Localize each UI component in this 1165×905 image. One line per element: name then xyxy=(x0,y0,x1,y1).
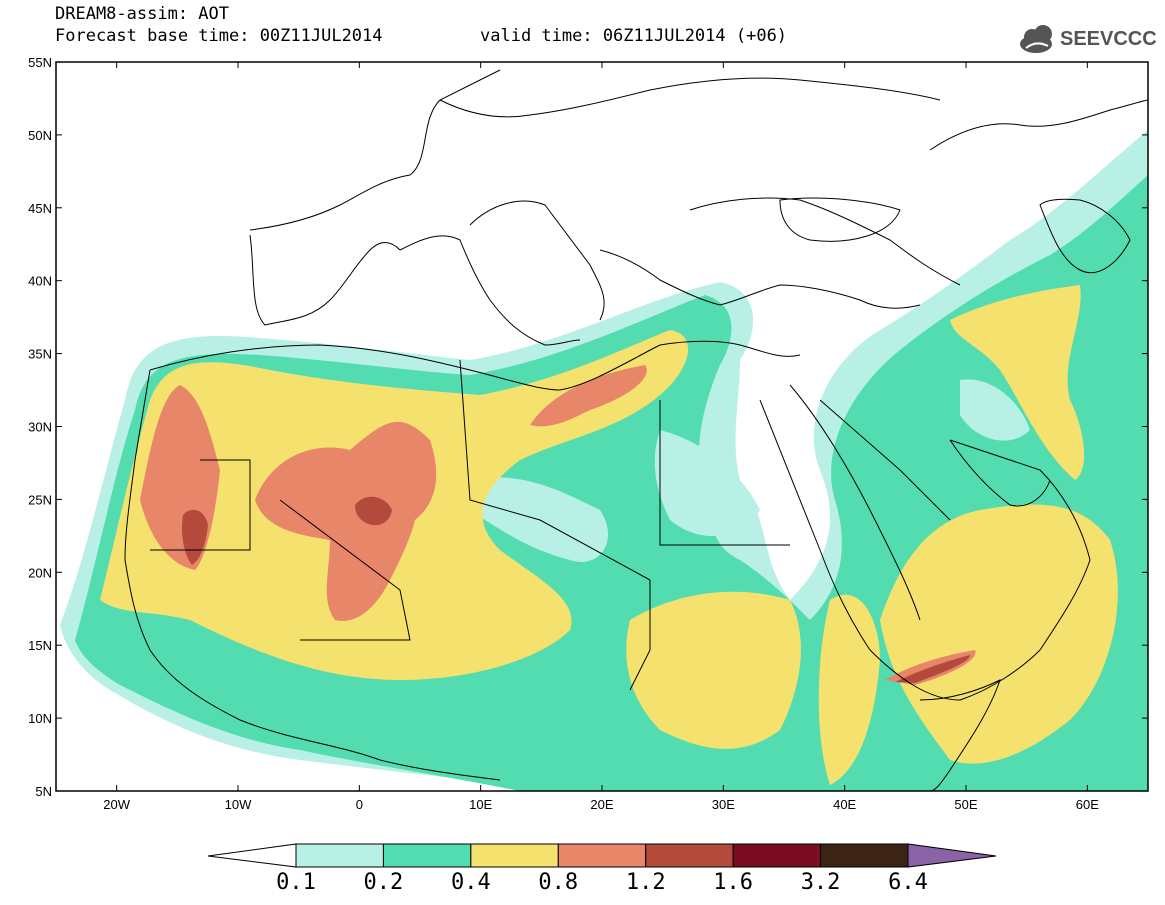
lat-label: 15N xyxy=(28,638,52,653)
lat-label: 40N xyxy=(28,274,52,289)
colorbar-label: 6.4 xyxy=(888,870,928,895)
chart-title: DREAM8-assim: AOT xyxy=(55,4,229,24)
lat-label: 10N xyxy=(28,711,52,726)
colorbar-box xyxy=(820,843,909,868)
lat-label: 5N xyxy=(35,784,52,799)
aot-band-0.4 xyxy=(950,285,1085,480)
logo xyxy=(1020,25,1052,53)
colorbar-box xyxy=(557,843,647,868)
lon-label: 10E xyxy=(469,797,492,812)
colorbar-label: 1.6 xyxy=(713,870,754,895)
lat-label: 25N xyxy=(28,492,52,507)
coastlines-and-borders xyxy=(124,69,1148,791)
colorbar-label: 0.4 xyxy=(450,870,491,895)
lon-label: 20W xyxy=(103,797,130,812)
lat-label: 50N xyxy=(28,128,52,143)
lon-label: 20E xyxy=(590,797,613,812)
lon-label: 0 xyxy=(356,797,363,812)
colorbar-over-triangle xyxy=(907,843,997,868)
lat-label: 30N xyxy=(28,420,52,435)
cloud-icon xyxy=(1020,25,1052,53)
aot-band-0.4 xyxy=(626,591,801,749)
aot-band-0.8 xyxy=(530,365,647,427)
lon-label: 50E xyxy=(954,797,977,812)
aot-band-1.2 xyxy=(895,655,970,683)
colorbar-label: 0.2 xyxy=(363,870,404,895)
colorbar-box xyxy=(295,843,384,868)
colorbar-under-triangle xyxy=(207,843,297,868)
colorbar-label: 1.2 xyxy=(625,870,666,895)
lat-label: 35N xyxy=(28,347,52,362)
lon-label: 60E xyxy=(1076,797,1099,812)
lat-label: 55N xyxy=(28,55,52,70)
aot-patch-0.1 xyxy=(960,379,1030,441)
lon-label: 10W xyxy=(225,797,252,812)
colorbar-box xyxy=(382,843,472,868)
aot-band-1.2 xyxy=(182,509,208,565)
aot-fields xyxy=(60,130,1148,791)
aot-patch-0.1 xyxy=(654,430,760,537)
colorbar-box xyxy=(470,843,559,868)
lon-label: 30E xyxy=(712,797,735,812)
colorbar-box xyxy=(732,843,822,868)
valid-time: valid time: 06Z11JUL2014 (+06) xyxy=(480,26,788,46)
colorbar-box xyxy=(645,843,734,868)
colorbar-label: 0.8 xyxy=(538,870,579,895)
latitude-axis: 55N 50N 45N 40N 35N 30N 25N 20N 15N 10N 5N xyxy=(28,55,1148,799)
lon-label: 40E xyxy=(833,797,856,812)
colorbar-label: 3.2 xyxy=(800,870,841,895)
aot-band-0.8 xyxy=(255,421,437,621)
lat-label: 20N xyxy=(28,565,52,580)
forecast-base-time: Forecast base time: 00Z11JUL2014 xyxy=(55,26,383,46)
colorbar xyxy=(207,843,997,868)
longitude-axis: 20W 10W 0 10E 20E 30E 40E 50E 60E xyxy=(103,62,1099,812)
logo-text: SEEVCCC xyxy=(1060,28,1157,50)
lat-label: 45N xyxy=(28,201,52,216)
colorbar-label: 0.1 xyxy=(276,870,316,895)
aot-band-1.2 xyxy=(355,496,392,526)
